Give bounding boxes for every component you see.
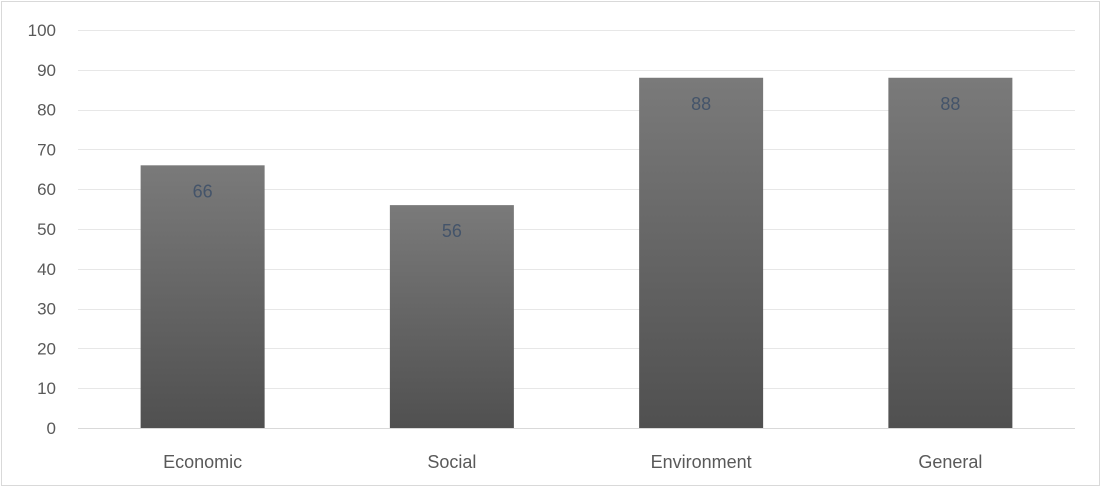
y-tick-label: 20 bbox=[37, 339, 56, 358]
y-tick-label: 80 bbox=[37, 101, 56, 120]
data-label-environment: 88 bbox=[691, 94, 711, 114]
bar-environment bbox=[639, 77, 764, 428]
data-labels: 66 56 88 88 bbox=[193, 94, 961, 241]
y-axis-ticks: 0 10 20 30 40 50 60 70 80 90 100 bbox=[28, 21, 56, 438]
y-tick-label: 70 bbox=[37, 140, 56, 159]
bar-economic bbox=[140, 165, 265, 428]
bars bbox=[140, 77, 1013, 428]
data-label-social: 56 bbox=[442, 221, 462, 241]
y-tick-label: 60 bbox=[37, 180, 56, 199]
category-label-social: Social bbox=[427, 452, 476, 472]
category-label-general: General bbox=[918, 452, 982, 472]
bar-general bbox=[888, 77, 1013, 428]
y-tick-label: 10 bbox=[37, 379, 56, 398]
y-tick-label: 0 bbox=[47, 419, 56, 438]
x-axis-categories: Economic Social Environment General bbox=[163, 452, 982, 472]
bar-social bbox=[389, 205, 514, 428]
data-label-economic: 66 bbox=[193, 181, 213, 201]
y-tick-label: 90 bbox=[37, 61, 56, 80]
y-tick-label: 100 bbox=[28, 21, 56, 40]
y-tick-label: 30 bbox=[37, 300, 56, 319]
category-label-economic: Economic bbox=[163, 452, 242, 472]
y-tick-label: 50 bbox=[37, 220, 56, 239]
category-label-environment: Environment bbox=[651, 452, 752, 472]
data-label-general: 88 bbox=[940, 94, 960, 114]
y-tick-label: 40 bbox=[37, 260, 56, 279]
